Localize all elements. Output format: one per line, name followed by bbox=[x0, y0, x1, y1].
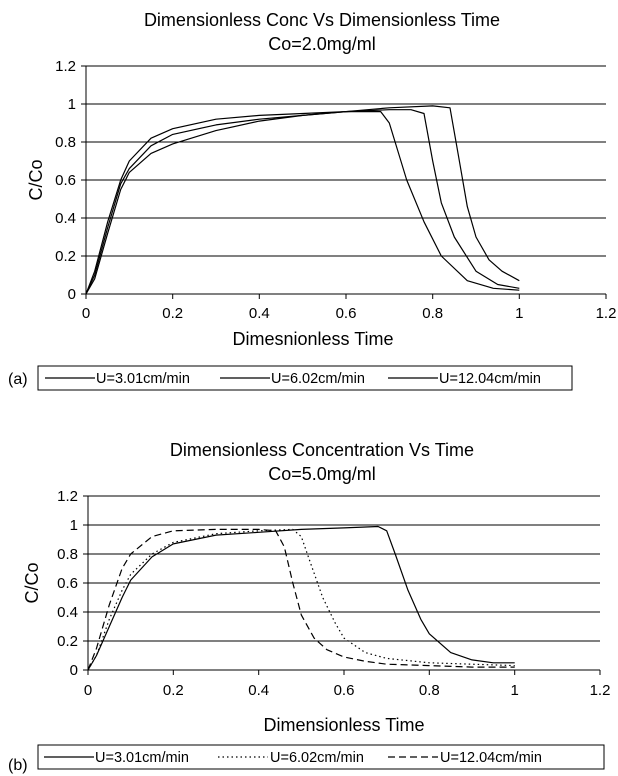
chart-b-subtitle: Co=5.0mg/ml bbox=[268, 464, 376, 484]
chart-a-y-tick-label: 0.2 bbox=[55, 248, 76, 265]
chart-a-y-tick-label: 0.8 bbox=[55, 134, 76, 151]
chart-b-y-tick-label: 0.6 bbox=[57, 575, 78, 592]
legend-a-item-2: U=6.02cm/min bbox=[271, 371, 365, 387]
chart-b-y-tick-label: 0.4 bbox=[57, 604, 78, 621]
chart-b-series-line-1 bbox=[87, 525, 515, 671]
chart-b-x-axis-label: Dimensionless Time bbox=[263, 715, 424, 735]
chart-b-y-tick-label: 1 bbox=[70, 517, 78, 534]
chart-b-x-tick-label: 0.4 bbox=[248, 682, 269, 699]
chart-b-series-line-3 bbox=[87, 528, 515, 671]
chart-a-subtitle: Co=2.0mg/ml bbox=[268, 34, 376, 54]
panel-b-label: (b) bbox=[8, 757, 28, 774]
chart-b-x-tick-label: 0.8 bbox=[419, 682, 440, 699]
legend-a-item-3: U=12.04cm/min bbox=[439, 371, 541, 387]
chart-a-x-tick-label: 0.4 bbox=[249, 305, 270, 322]
chart-a-y-tick-label: 0 bbox=[68, 286, 76, 303]
chart-b-y-tick-label: 0 bbox=[70, 662, 78, 679]
chart-a-y-ticks bbox=[81, 65, 86, 295]
panel-b: Dimensionless Concentration Vs Time Co=5… bbox=[8, 440, 610, 774]
chart-b-x-tick-label: 0 bbox=[84, 682, 92, 699]
chart-a-x-tick-label: 1.2 bbox=[596, 305, 617, 322]
chart-b-y-tick-labels: 1.2 1 0.8 0.6 0.4 0.2 0 bbox=[57, 488, 78, 679]
chart-b-y-tick-label: 0.2 bbox=[57, 633, 78, 650]
chart-b-series bbox=[87, 525, 515, 671]
chart-b-x-tick-label: 0.2 bbox=[163, 682, 184, 699]
chart-a-legend bbox=[37, 365, 573, 391]
chart-b-gridlines bbox=[88, 495, 600, 642]
legend-a-item-1: U=3.01cm/min bbox=[96, 371, 190, 387]
chart-b-y-tick-label: 0.8 bbox=[57, 546, 78, 563]
chart-a-gridlines bbox=[86, 65, 606, 257]
chart-b-x-ticks bbox=[87, 670, 601, 675]
chart-a-y-tick-label: 1.2 bbox=[55, 58, 76, 75]
chart-a-x-tick-label: 0.8 bbox=[422, 305, 443, 322]
chart-b-x-tick-labels: 0 0.2 0.4 0.6 0.8 1 1.2 bbox=[84, 682, 611, 699]
legend-b-item-2: U=6.02cm/min bbox=[270, 750, 364, 766]
chart-a-series bbox=[85, 105, 520, 295]
chart-a-series-line-2 bbox=[85, 109, 520, 295]
chart-b-series-line-2 bbox=[87, 528, 515, 671]
chart-b-x-tick-label: 0.6 bbox=[334, 682, 355, 699]
chart-a-y-tick-label: 0.6 bbox=[55, 172, 76, 189]
chart-a-title: Dimensionless Conc Vs Dimensionless Time bbox=[144, 10, 500, 30]
panel-a-label: (a) bbox=[8, 371, 28, 388]
legend-b-item-1: U=3.01cm/min bbox=[95, 750, 189, 766]
legend-b-item-3: U=12.04cm/min bbox=[440, 750, 542, 766]
chart-b-x-tick-label: 1.2 bbox=[590, 682, 611, 699]
chart-a-x-tick-label: 0 bbox=[82, 305, 90, 322]
chart-b-y-ticks bbox=[83, 495, 88, 671]
chart-a-series-line-1 bbox=[85, 105, 520, 295]
chart-a-x-ticks bbox=[85, 294, 607, 299]
chart-a-x-tick-label: 1 bbox=[515, 305, 523, 322]
chart-a-y-tick-label: 0.4 bbox=[55, 210, 76, 227]
chart-a-y-axis-label: C/Co bbox=[26, 159, 46, 200]
chart-a-x-axis-label: Dimesnionless Time bbox=[232, 329, 393, 349]
chart-a-x-tick-label: 0.6 bbox=[336, 305, 357, 322]
panel-a: Dimensionless Conc Vs Dimensionless Time… bbox=[8, 10, 617, 391]
chart-b-legend bbox=[37, 744, 605, 770]
chart-a-y-tick-label: 1 bbox=[68, 96, 76, 113]
chart-a-x-tick-labels: 0 0.2 0.4 0.6 0.8 1 1.2 bbox=[82, 305, 617, 322]
chart-b-x-tick-label: 1 bbox=[511, 682, 519, 699]
chart-b-y-tick-label: 1.2 bbox=[57, 488, 78, 505]
chart-a-y-tick-labels: 1.2 1 0.8 0.6 0.4 0.2 0 bbox=[55, 58, 76, 303]
chart-a-x-tick-label: 0.2 bbox=[162, 305, 183, 322]
chart-b-y-axis-label: C/Co bbox=[22, 562, 42, 603]
chart-a-series-line-3 bbox=[85, 111, 520, 295]
chart-b-title: Dimensionless Concentration Vs Time bbox=[170, 440, 474, 460]
